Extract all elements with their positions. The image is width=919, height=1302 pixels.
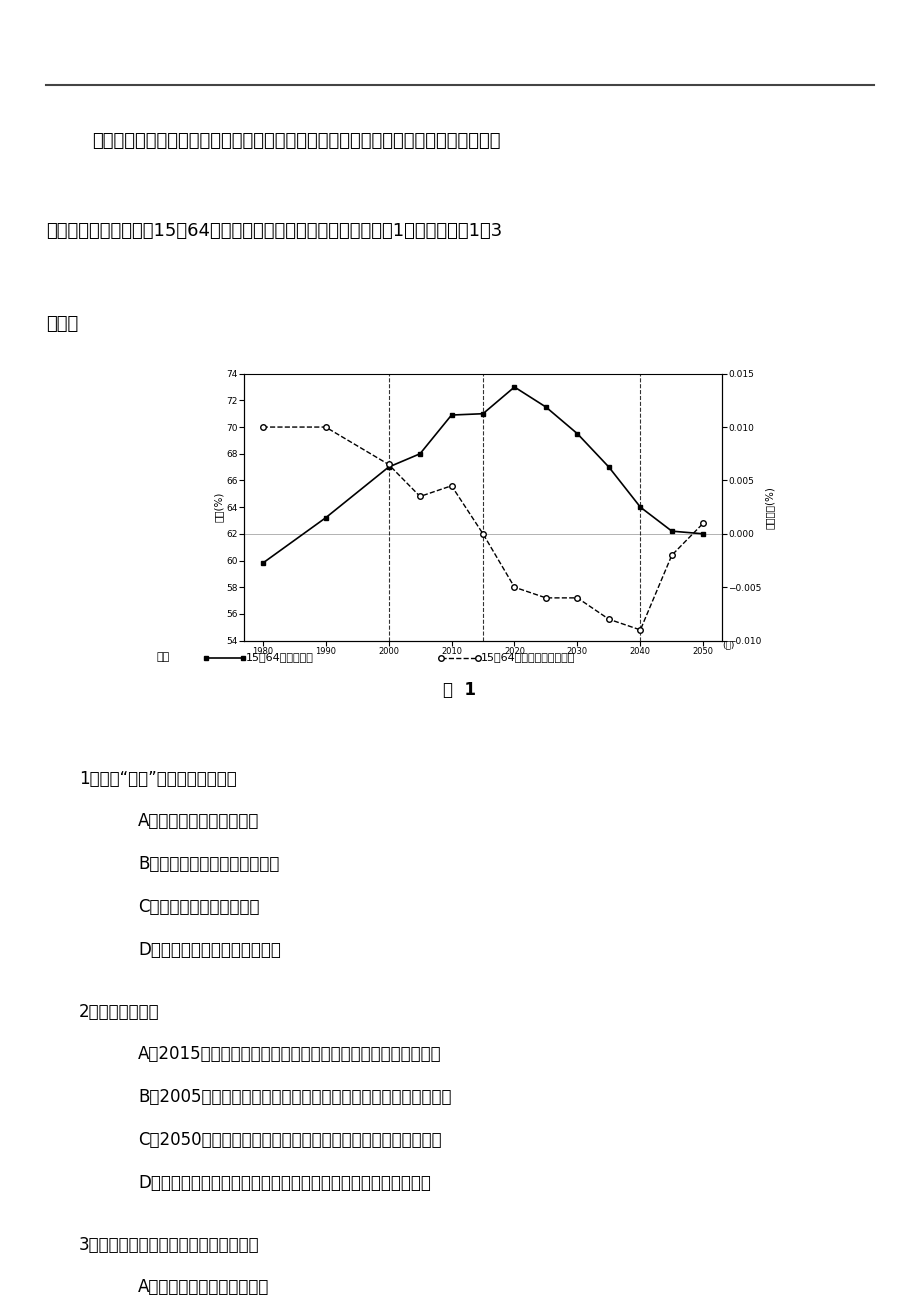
- Text: 图  1: 图 1: [443, 681, 476, 699]
- Text: 15～64岁人口比重: 15～64岁人口比重: [245, 652, 313, 663]
- Text: B．促进城乡之间人口数量平衡: B．促进城乡之间人口数量平衡: [138, 855, 279, 872]
- Text: 党的十八届五中全会明确指出，我国将全面实施一对夫妇可生育两个孩子的政策。下图: 党的十八届五中全会明确指出，我国将全面实施一对夫妇可生育两个孩子的政策。下图: [92, 133, 500, 150]
- Text: 2．图中信息反映: 2．图中信息反映: [79, 1003, 160, 1021]
- Text: 3．二胎政策的实施，近期产生的影响有: 3．二胎政策的实施，近期产生的影响有: [79, 1236, 259, 1254]
- Y-axis label: 比重(%): 比重(%): [213, 492, 223, 522]
- Text: A．劳动力短缺状况得到缓解: A．劳动力短缺状况得到缓解: [138, 1279, 269, 1295]
- Text: C．2050年劳动适龄人口比重达到最低値，中国劳动力严重短缺: C．2050年劳动适龄人口比重达到最低値，中国劳动力严重短缺: [138, 1131, 441, 1148]
- Text: 为中国劳动适龄人口（15－64岁）比重和年增长率变化及预测图（图1）。据此完戈1～3: 为中国劳动适龄人口（15－64岁）比重和年增长率变化及预测图（图1）。据此完戈1…: [46, 223, 502, 241]
- Text: (年): (年): [721, 641, 733, 650]
- Text: C．缓解人口老龄化的压力: C．缓解人口老龄化的压力: [138, 898, 259, 915]
- Y-axis label: 年增长率(%): 年增长率(%): [764, 486, 774, 529]
- Text: 图例: 图例: [156, 652, 169, 663]
- Text: A．2015年劳动适龄人口比重年增长率为零，劳动适龄人口最少: A．2015年劳动适龄人口比重年增长率为零，劳动适龄人口最少: [138, 1046, 441, 1062]
- Text: D．中国劳动适龄人口比重和劳动适龄人口比重年增长率无关联性: D．中国劳动适龄人口比重和劳动适龄人口比重年增长率无关联性: [138, 1174, 431, 1191]
- Text: A．取消计划生育基本国策: A．取消计划生育基本国策: [138, 812, 259, 829]
- Text: D．拉动房地产和母婴产品消费: D．拉动房地产和母婴产品消费: [138, 941, 281, 958]
- Text: 问题。: 问题。: [46, 315, 78, 333]
- Text: 15～64岁人口比重年增长率: 15～64岁人口比重年增长率: [481, 652, 574, 663]
- Text: B．2005年前劳动适龄人口比重呼上升趋势，年增长率呼下降趋势: B．2005年前劳动适龄人口比重呼上升趋势，年增长率呼下降趋势: [138, 1088, 451, 1105]
- Text: 1．制定“二孩”政策的主要目的是: 1．制定“二孩”政策的主要目的是: [79, 769, 236, 788]
